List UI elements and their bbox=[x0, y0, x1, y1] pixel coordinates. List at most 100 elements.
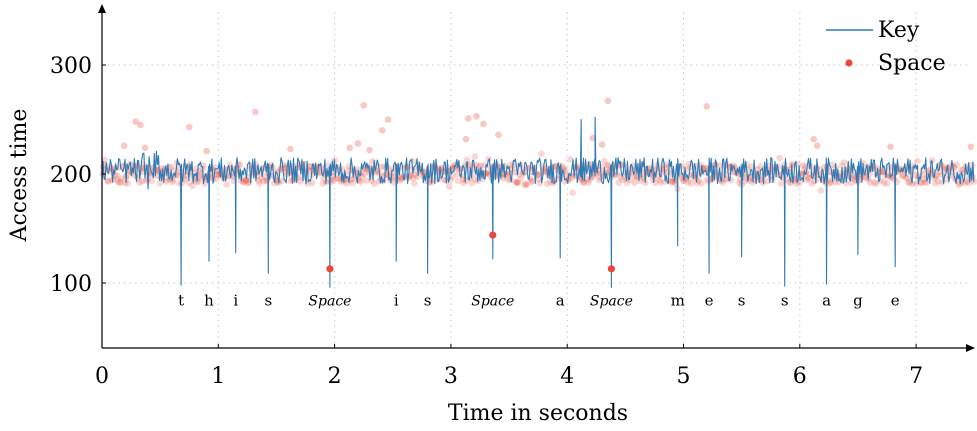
space-point bbox=[270, 179, 278, 187]
space-point bbox=[580, 178, 588, 186]
space-point bbox=[528, 178, 535, 186]
space-point bbox=[631, 179, 638, 187]
x-tick-label: 5 bbox=[677, 364, 691, 389]
space-point bbox=[121, 179, 129, 187]
space-point bbox=[570, 172, 577, 179]
space-highlight-point bbox=[489, 231, 497, 239]
x-tick-label: 6 bbox=[793, 364, 807, 389]
space-point bbox=[514, 179, 521, 186]
space-point bbox=[349, 179, 357, 187]
space-point bbox=[521, 181, 529, 189]
char-label: s bbox=[264, 291, 272, 309]
x-tick-label: 3 bbox=[444, 364, 458, 389]
space-point bbox=[953, 161, 961, 168]
space-point bbox=[727, 176, 735, 184]
space-point bbox=[513, 179, 520, 187]
space-point bbox=[800, 166, 808, 174]
space-point bbox=[287, 145, 294, 153]
space-point bbox=[455, 165, 463, 172]
space-point bbox=[716, 162, 723, 169]
y-tick-label: 100 bbox=[50, 272, 92, 297]
space-point bbox=[580, 178, 587, 186]
space-point bbox=[745, 177, 752, 184]
space-point bbox=[708, 176, 715, 183]
space-point bbox=[169, 178, 176, 186]
space-point bbox=[480, 120, 487, 128]
space-point bbox=[400, 172, 408, 179]
space-point bbox=[261, 173, 269, 180]
space-point bbox=[258, 174, 265, 182]
character-labels: t h i s Space i s Space a Space m e s s a g e bbox=[178, 291, 900, 309]
space-point bbox=[246, 179, 253, 186]
x-axis-label: Time in seconds bbox=[448, 401, 628, 426]
space-point bbox=[167, 163, 175, 171]
space-point bbox=[243, 177, 250, 184]
space-point bbox=[453, 171, 461, 178]
space-point bbox=[543, 180, 551, 187]
space-point bbox=[754, 166, 762, 173]
space-point bbox=[506, 170, 513, 177]
space-point bbox=[623, 179, 631, 187]
space-point bbox=[914, 157, 921, 165]
space-point bbox=[694, 179, 701, 187]
space-highlight-point bbox=[607, 265, 615, 273]
space-point bbox=[297, 178, 305, 185]
space-point bbox=[800, 162, 807, 169]
char-label: i bbox=[394, 291, 399, 309]
space-point bbox=[200, 162, 207, 169]
space-point bbox=[661, 178, 668, 185]
space-point bbox=[904, 174, 911, 182]
x-axis-arrow bbox=[966, 344, 975, 352]
space-point bbox=[899, 173, 906, 180]
space-point bbox=[463, 156, 471, 164]
space-point bbox=[471, 153, 479, 160]
space-point bbox=[899, 172, 907, 179]
space-point bbox=[601, 157, 608, 165]
y-tick-label: 300 bbox=[50, 54, 92, 79]
space-point bbox=[776, 154, 783, 162]
space-point bbox=[619, 176, 626, 183]
space-point bbox=[701, 164, 709, 172]
space-point bbox=[902, 174, 910, 181]
space-point bbox=[363, 177, 370, 184]
space-point bbox=[584, 179, 592, 187]
space-point bbox=[931, 180, 939, 187]
space-point bbox=[346, 144, 354, 152]
char-label: g bbox=[853, 291, 863, 309]
space-point bbox=[777, 180, 785, 187]
char-label: e bbox=[705, 291, 714, 309]
space-point bbox=[625, 171, 633, 179]
space-point bbox=[905, 179, 912, 186]
space-point bbox=[615, 179, 622, 186]
space-point bbox=[442, 177, 450, 184]
space-point bbox=[810, 135, 818, 143]
space-point bbox=[966, 179, 973, 187]
char-label: a bbox=[556, 291, 565, 309]
space-point bbox=[968, 162, 976, 169]
space-point bbox=[158, 165, 166, 172]
space-point bbox=[462, 135, 470, 143]
space-point bbox=[934, 178, 942, 185]
space-point bbox=[252, 108, 259, 116]
space-point bbox=[244, 179, 251, 187]
y-axis-arrow bbox=[98, 4, 106, 13]
space-point bbox=[967, 143, 975, 151]
space-point bbox=[923, 179, 930, 186]
x-tick-label: 4 bbox=[560, 364, 574, 389]
space-point bbox=[240, 179, 248, 186]
space-point bbox=[377, 163, 385, 171]
space-point bbox=[334, 175, 342, 182]
space-point bbox=[409, 174, 417, 182]
space-point bbox=[330, 177, 337, 184]
space-point bbox=[384, 116, 392, 123]
space-point bbox=[192, 165, 199, 173]
space-point bbox=[124, 179, 131, 187]
space-point bbox=[132, 118, 140, 125]
char-label: s bbox=[781, 291, 789, 309]
char-label: Space bbox=[308, 293, 351, 309]
char-label: a bbox=[822, 291, 831, 309]
space-point bbox=[958, 166, 965, 174]
space-point bbox=[357, 178, 365, 186]
space-point bbox=[136, 179, 143, 186]
space-point bbox=[844, 167, 852, 174]
